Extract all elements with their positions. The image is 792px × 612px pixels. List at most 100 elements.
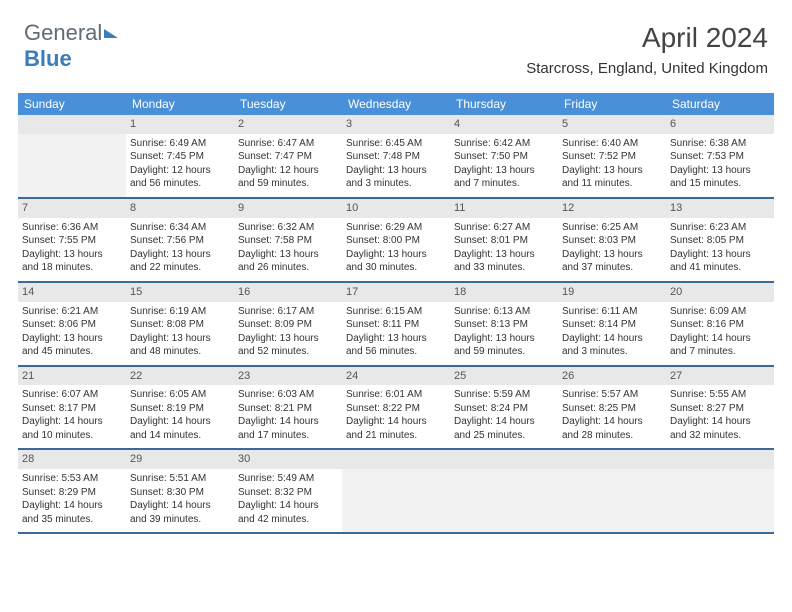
sunset-text: Sunset: 7:55 PM [22, 234, 122, 248]
daylight2-text: and 17 minutes. [238, 429, 338, 443]
day-number: 15 [126, 283, 234, 302]
calendar-cell: 22Sunrise: 6:05 AMSunset: 8:19 PMDayligh… [126, 367, 234, 449]
daylight1-text: Daylight: 14 hours [238, 499, 338, 513]
sunset-text: Sunset: 8:09 PM [238, 318, 338, 332]
daylight1-text: Daylight: 13 hours [22, 332, 122, 346]
calendar-cell: 18Sunrise: 6:13 AMSunset: 8:13 PMDayligh… [450, 283, 558, 365]
sunrise-text: Sunrise: 6:40 AM [562, 137, 662, 151]
calendar-cell-empty [666, 450, 774, 532]
sunset-text: Sunset: 8:11 PM [346, 318, 446, 332]
daylight2-text: and 35 minutes. [22, 513, 122, 527]
daylight1-text: Daylight: 14 hours [346, 415, 446, 429]
day-number [18, 115, 126, 134]
sunrise-text: Sunrise: 6:42 AM [454, 137, 554, 151]
day-number: 1 [126, 115, 234, 134]
day-number: 11 [450, 199, 558, 218]
daylight2-text: and 11 minutes. [562, 177, 662, 191]
daylight2-text: and 56 minutes. [130, 177, 230, 191]
daylight1-text: Daylight: 14 hours [670, 415, 770, 429]
calendar-cell: 10Sunrise: 6:29 AMSunset: 8:00 PMDayligh… [342, 199, 450, 281]
sunset-text: Sunset: 8:29 PM [22, 486, 122, 500]
calendar-weeks: 1Sunrise: 6:49 AMSunset: 7:45 PMDaylight… [18, 115, 774, 534]
day-number: 5 [558, 115, 666, 134]
calendar-cell: 15Sunrise: 6:19 AMSunset: 8:08 PMDayligh… [126, 283, 234, 365]
sunrise-text: Sunrise: 6:45 AM [346, 137, 446, 151]
sunrise-text: Sunrise: 5:59 AM [454, 388, 554, 402]
daylight2-text: and 45 minutes. [22, 345, 122, 359]
day-number: 8 [126, 199, 234, 218]
day-number [450, 450, 558, 469]
daylight1-text: Daylight: 13 hours [130, 332, 230, 346]
daylight1-text: Daylight: 12 hours [130, 164, 230, 178]
calendar-cell: 3 Sunrise: 6:45 AMSunset: 7:48 PMDaylight… [342, 115, 450, 197]
sunrise-text: Sunrise: 6:29 AM [346, 221, 446, 235]
sunset-text: Sunset: 8:17 PM [22, 402, 122, 416]
daylight1-text: Daylight: 13 hours [346, 164, 446, 178]
daylight2-text: and 48 minutes. [130, 345, 230, 359]
daylight2-text: and 30 minutes. [346, 261, 446, 275]
header: General Blue April 2024 Starcross, Engla… [0, 0, 792, 83]
calendar-week: 1Sunrise: 6:49 AMSunset: 7:45 PMDaylight… [18, 115, 774, 199]
calendar-cell: 8Sunrise: 6:34 AMSunset: 7:56 PMDaylight… [126, 199, 234, 281]
sunset-text: Sunset: 7:50 PM [454, 150, 554, 164]
daylight1-text: Daylight: 13 hours [238, 248, 338, 262]
day-number: 23 [234, 367, 342, 386]
sunrise-text: Sunrise: 5:51 AM [130, 472, 230, 486]
daylight2-text: and 56 minutes. [346, 345, 446, 359]
daylight2-text: and 52 minutes. [238, 345, 338, 359]
day-number: 6 [666, 115, 774, 134]
daylight1-text: Daylight: 13 hours [454, 248, 554, 262]
day-number: 7 [18, 199, 126, 218]
sunset-text: Sunset: 8:30 PM [130, 486, 230, 500]
day-header: Wednesday [342, 93, 450, 115]
daylight2-text: and 42 minutes. [238, 513, 338, 527]
sunrise-text: Sunrise: 6:11 AM [562, 305, 662, 319]
sunset-text: Sunset: 8:14 PM [562, 318, 662, 332]
calendar-day-headers: Sunday Monday Tuesday Wednesday Thursday… [18, 93, 774, 115]
sunrise-text: Sunrise: 6:38 AM [670, 137, 770, 151]
calendar-cell: 11 Sunrise: 6:27 AMSunset: 8:01 PMDayligh… [450, 199, 558, 281]
daylight1-text: Daylight: 13 hours [562, 164, 662, 178]
calendar-cell: 27Sunrise: 5:55 AMSunset: 8:27 PMDayligh… [666, 367, 774, 449]
day-number: 2 [234, 115, 342, 134]
sunset-text: Sunset: 7:56 PM [130, 234, 230, 248]
calendar-cell: 26Sunrise: 5:57 AMSunset: 8:25 PMDayligh… [558, 367, 666, 449]
sunrise-text: Sunrise: 6:23 AM [670, 221, 770, 235]
day-number: 12 [558, 199, 666, 218]
sunrise-text: Sunrise: 6:05 AM [130, 388, 230, 402]
calendar-cell: 4Sunrise: 6:42 AMSunset: 7:50 PMDaylight… [450, 115, 558, 197]
sunrise-text: Sunrise: 6:27 AM [454, 221, 554, 235]
calendar: Sunday Monday Tuesday Wednesday Thursday… [18, 93, 774, 534]
daylight2-text: and 39 minutes. [130, 513, 230, 527]
calendar-week: 14Sunrise: 6:21 AMSunset: 8:06 PMDayligh… [18, 283, 774, 367]
daylight1-text: Daylight: 14 hours [130, 415, 230, 429]
calendar-cell: 1Sunrise: 6:49 AMSunset: 7:45 PMDaylight… [126, 115, 234, 197]
daylight2-text: and 59 minutes. [238, 177, 338, 191]
calendar-cell: 24Sunrise: 6:01 AMSunset: 8:22 PMDayligh… [342, 367, 450, 449]
daylight2-text: and 10 minutes. [22, 429, 122, 443]
day-number [558, 450, 666, 469]
calendar-cell: 7Sunrise: 6:36 AMSunset: 7:55 PMDaylight… [18, 199, 126, 281]
calendar-cell: 14Sunrise: 6:21 AMSunset: 8:06 PMDayligh… [18, 283, 126, 365]
daylight1-text: Daylight: 14 hours [670, 332, 770, 346]
day-number: 3 [342, 115, 450, 134]
sunset-text: Sunset: 8:24 PM [454, 402, 554, 416]
logo-text-2: Blue [24, 46, 72, 71]
sunrise-text: Sunrise: 5:49 AM [238, 472, 338, 486]
sunset-text: Sunset: 7:53 PM [670, 150, 770, 164]
sunset-text: Sunset: 8:01 PM [454, 234, 554, 248]
sunrise-text: Sunrise: 6:09 AM [670, 305, 770, 319]
sunrise-text: Sunrise: 6:25 AM [562, 221, 662, 235]
sunset-text: Sunset: 7:48 PM [346, 150, 446, 164]
day-number [666, 450, 774, 469]
day-number: 13 [666, 199, 774, 218]
sunset-text: Sunset: 8:19 PM [130, 402, 230, 416]
calendar-cell-empty [558, 450, 666, 532]
sunrise-text: Sunrise: 5:55 AM [670, 388, 770, 402]
day-header: Saturday [666, 93, 774, 115]
daylight2-text: and 26 minutes. [238, 261, 338, 275]
daylight2-text: and 7 minutes. [454, 177, 554, 191]
calendar-cell: 5Sunrise: 6:40 AMSunset: 7:52 PMDaylight… [558, 115, 666, 197]
calendar-cell: 25Sunrise: 5:59 AMSunset: 8:24 PMDayligh… [450, 367, 558, 449]
daylight2-text: and 7 minutes. [670, 345, 770, 359]
